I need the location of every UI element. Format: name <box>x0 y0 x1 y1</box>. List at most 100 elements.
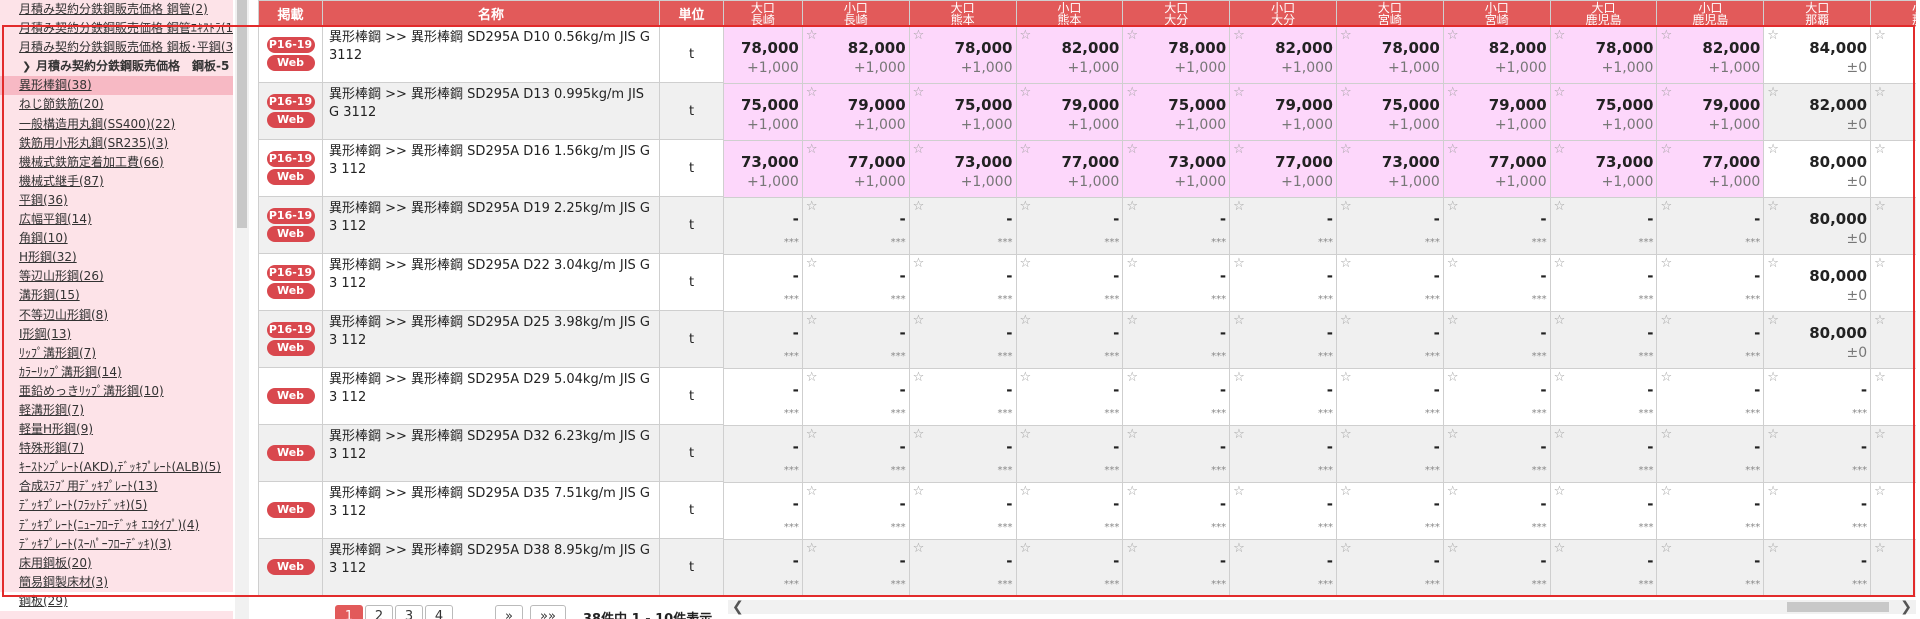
favorite-star-icon[interactable]: ☆ <box>912 370 925 385</box>
favorite-star-icon[interactable]: ☆ <box>1767 313 1779 328</box>
favorite-star-icon[interactable]: ☆ <box>805 370 818 385</box>
favorite-star-icon[interactable]: ☆ <box>1660 370 1673 385</box>
favorite-star-icon[interactable]: ☆ <box>1553 256 1566 271</box>
favorite-star-icon[interactable]: ☆ <box>1874 370 1886 385</box>
favorite-star-icon[interactable]: ☆ <box>1874 28 1886 43</box>
favorite-star-icon[interactable]: ☆ <box>1660 427 1673 442</box>
favorite-star-icon[interactable]: ☆ <box>1660 484 1673 499</box>
favorite-star-icon[interactable]: ☆ <box>805 199 818 214</box>
favorite-star-icon[interactable]: ☆ <box>1767 85 1779 100</box>
favorite-star-icon[interactable]: ☆ <box>1126 142 1138 157</box>
print-badge[interactable]: P16-19 <box>266 151 315 167</box>
favorite-star-icon[interactable]: ☆ <box>1019 370 1032 385</box>
print-badge[interactable]: P16-19 <box>266 37 315 53</box>
sidebar-item[interactable]: 月積み契約分鉄鋼販売価格 鋼管ｴｷｽﾄﾗ(1 <box>0 19 233 38</box>
sidebar-item[interactable]: 広幅平鋼(14) <box>0 210 233 229</box>
favorite-star-icon[interactable]: ☆ <box>1553 541 1566 556</box>
favorite-star-icon[interactable]: ☆ <box>1233 427 1245 442</box>
favorite-star-icon[interactable]: ☆ <box>1553 370 1566 385</box>
favorite-star-icon[interactable]: ☆ <box>1553 28 1566 43</box>
favorite-star-icon[interactable]: ☆ <box>1660 85 1673 100</box>
favorite-star-icon[interactable]: ☆ <box>1339 370 1352 385</box>
favorite-star-icon[interactable]: ☆ <box>1874 85 1886 100</box>
sidebar-item[interactable]: 軽量H形鋼(9) <box>0 420 233 439</box>
favorite-star-icon[interactable]: ☆ <box>1233 370 1245 385</box>
favorite-star-icon[interactable]: ☆ <box>1767 541 1779 556</box>
favorite-star-icon[interactable]: ☆ <box>1767 256 1779 271</box>
favorite-star-icon[interactable]: ☆ <box>912 28 925 43</box>
sidebar-scrollbar[interactable] <box>235 0 249 619</box>
favorite-star-icon[interactable]: ☆ <box>1767 370 1779 385</box>
sidebar-item[interactable]: ｶﾗｰﾘｯﾌﾟ溝形鋼(14) <box>0 363 233 382</box>
favorite-star-icon[interactable]: ☆ <box>1126 427 1138 442</box>
favorite-star-icon[interactable]: ☆ <box>1446 142 1459 157</box>
favorite-star-icon[interactable]: ☆ <box>1874 427 1886 442</box>
favorite-star-icon[interactable]: ☆ <box>1446 28 1459 43</box>
web-badge[interactable]: Web <box>266 169 315 185</box>
favorite-star-icon[interactable]: ☆ <box>1126 85 1138 100</box>
favorite-star-icon[interactable]: ☆ <box>1874 541 1886 556</box>
favorite-star-icon[interactable]: ☆ <box>1019 427 1032 442</box>
favorite-star-icon[interactable]: ☆ <box>1446 313 1459 328</box>
page-3-button[interactable]: 3 <box>395 605 423 619</box>
sidebar-item[interactable]: 不等辺山形鋼(8) <box>0 306 233 325</box>
sidebar-item[interactable]: 角鋼(10) <box>0 229 233 248</box>
print-badge[interactable]: P16-19 <box>266 265 315 281</box>
sidebar-item[interactable]: 一般構造用丸鋼(SS400)(22) <box>0 115 233 134</box>
sidebar-item[interactable]: 合成ｽﾗﾌﾞ用ﾃﾞｯｷﾌﾟﾚｰﾄ(13) <box>0 477 233 496</box>
favorite-star-icon[interactable]: ☆ <box>1446 484 1459 499</box>
favorite-star-icon[interactable]: ☆ <box>1233 484 1245 499</box>
favorite-star-icon[interactable]: ☆ <box>1019 256 1032 271</box>
favorite-star-icon[interactable]: ☆ <box>1126 484 1138 499</box>
sidebar-item[interactable]: 床用鋼板(20) <box>0 554 233 573</box>
favorite-star-icon[interactable]: ☆ <box>1767 427 1779 442</box>
favorite-star-icon[interactable]: ☆ <box>1446 85 1459 100</box>
web-badge[interactable]: Web <box>266 283 315 299</box>
favorite-star-icon[interactable]: ☆ <box>1660 199 1673 214</box>
favorite-star-icon[interactable]: ☆ <box>1446 370 1459 385</box>
sidebar-item[interactable]: 溝形鋼(15) <box>0 286 233 305</box>
favorite-star-icon[interactable]: ☆ <box>1339 142 1352 157</box>
favorite-star-icon[interactable]: ☆ <box>1767 199 1779 214</box>
web-badge[interactable]: Web <box>266 55 315 71</box>
sidebar-item[interactable]: ﾃﾞｯｷﾌﾟﾚｰﾄ(ﾌﾗｯﾄﾃﾞｯｷ)(5) <box>0 496 233 515</box>
favorite-star-icon[interactable]: ☆ <box>1339 484 1352 499</box>
web-badge[interactable]: Web <box>266 112 315 128</box>
favorite-star-icon[interactable]: ☆ <box>1233 85 1245 100</box>
sidebar-item[interactable]: ｷｰｽﾄﾝﾌﾟﾚｰﾄ(AKD),ﾃﾞｯｷﾌﾟﾚｰﾄ(ALB)(5) <box>0 458 233 477</box>
sidebar-item[interactable]: 等辺山形鋼(26) <box>0 267 233 286</box>
favorite-star-icon[interactable]: ☆ <box>1233 313 1245 328</box>
favorite-star-icon[interactable]: ☆ <box>1553 142 1566 157</box>
favorite-star-icon[interactable]: ☆ <box>912 541 925 556</box>
favorite-star-icon[interactable]: ☆ <box>1233 199 1245 214</box>
favorite-star-icon[interactable]: ☆ <box>1019 484 1032 499</box>
favorite-star-icon[interactable]: ☆ <box>1660 313 1673 328</box>
favorite-star-icon[interactable]: ☆ <box>1767 142 1779 157</box>
favorite-star-icon[interactable]: ☆ <box>1660 256 1673 271</box>
sidebar-item[interactable]: 平鋼(36) <box>0 191 233 210</box>
favorite-star-icon[interactable]: ☆ <box>1233 142 1245 157</box>
favorite-star-icon[interactable]: ☆ <box>1553 484 1566 499</box>
favorite-star-icon[interactable]: ☆ <box>1339 199 1352 214</box>
page-2-button[interactable]: 2 <box>365 605 393 619</box>
favorite-star-icon[interactable]: ☆ <box>805 484 818 499</box>
sidebar-item[interactable]: 機械式継手(87) <box>0 172 233 191</box>
favorite-star-icon[interactable]: ☆ <box>1874 199 1886 214</box>
favorite-star-icon[interactable]: ☆ <box>1874 484 1886 499</box>
favorite-star-icon[interactable]: ☆ <box>912 313 925 328</box>
favorite-star-icon[interactable]: ☆ <box>805 313 818 328</box>
price-grid-scroll-thumb[interactable] <box>1787 602 1889 612</box>
favorite-star-icon[interactable]: ☆ <box>912 142 925 157</box>
web-badge[interactable]: Web <box>266 340 315 356</box>
print-badge[interactable]: P16-19 <box>266 322 315 338</box>
favorite-star-icon[interactable]: ☆ <box>1339 313 1352 328</box>
favorite-star-icon[interactable]: ☆ <box>1553 313 1566 328</box>
sidebar-item[interactable]: 月積み契約分鉄鋼販売価格 鋼板･平鋼(3 <box>0 38 233 57</box>
favorite-star-icon[interactable]: ☆ <box>1767 28 1779 43</box>
favorite-star-icon[interactable]: ☆ <box>805 28 818 43</box>
print-badge[interactable]: P16-19 <box>266 208 315 224</box>
favorite-star-icon[interactable]: ☆ <box>805 541 818 556</box>
favorite-star-icon[interactable]: ☆ <box>1874 142 1886 157</box>
page-1-button[interactable]: 1 <box>335 605 363 619</box>
favorite-star-icon[interactable]: ☆ <box>1339 427 1352 442</box>
